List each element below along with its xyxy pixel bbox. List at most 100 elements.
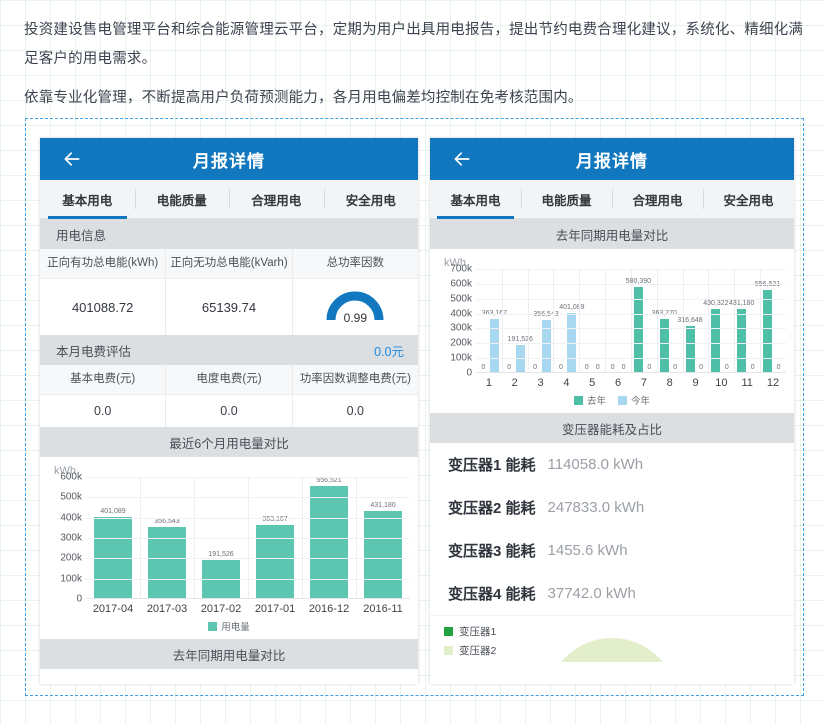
arrow-left-icon[interactable] — [62, 149, 82, 169]
bar[interactable]: 580,390 — [626, 278, 651, 373]
left-page-title: 月报详情 — [193, 151, 265, 171]
bar-group: 430,322 0 — [703, 269, 734, 373]
value-basic-fee: 0.0 — [93, 403, 112, 418]
value-energy-fee: 0.0 — [165, 395, 291, 427]
transformer-row[interactable]: 变压器2 能耗 247833.0 kWh — [430, 486, 794, 529]
bar-value-label: 191,526 — [507, 335, 533, 343]
tab-basic-usage[interactable]: 基本用电 — [430, 180, 521, 219]
x-tick-label: 10 — [715, 377, 728, 389]
transformer-value: 247833.0 kWh — [547, 499, 645, 516]
grid-line — [476, 283, 786, 285]
transformer-section-header: 变压器能耗及占比 — [430, 413, 794, 443]
bar-group: 580,390 0 — [626, 269, 657, 373]
value-active-energy: 401088.72 — [71, 299, 134, 315]
transformer-value: 114058.0 kWh — [547, 456, 644, 473]
col-pf-adjust-fee: 功率因数调整电费(元) — [291, 365, 418, 394]
tab-safe-usage[interactable]: 安全用电 — [703, 180, 794, 218]
y-tick-label: 500k — [450, 293, 472, 305]
bar[interactable]: 363,167 — [256, 516, 294, 599]
legend-label: 用电量 — [221, 622, 250, 633]
bar-value-label: 363,167 — [482, 310, 507, 317]
left-chart-unit-label: kWh — [54, 465, 76, 477]
transformer-row[interactable]: 变压器4 能耗 37742.0 kWh — [430, 572, 794, 615]
legend-swatch-icon — [618, 395, 627, 405]
tab-rational-usage[interactable]: 合理用电 — [612, 180, 703, 218]
right-phone-mockup: 月报详情 基本用电 电能质量 合理用电 安全用电 去年同期用电量对比 kWh 0… — [430, 138, 794, 684]
bar[interactable]: 401,089 — [559, 304, 585, 373]
bar-group: 363,167 — [248, 477, 302, 599]
tab-label: 基本用电 — [450, 193, 501, 208]
x-tick-label: 2016-12 — [308, 603, 350, 615]
legend-label: 今年 — [631, 396, 651, 407]
bar-group: 556,521 — [302, 477, 356, 599]
pie-legend-item[interactable]: 变压器1 — [444, 624, 496, 639]
gauge-value: 0.99 — [343, 311, 367, 325]
grid-line — [86, 578, 410, 580]
bar-value-label: 0 — [776, 364, 781, 371]
bar-value-label: 0 — [558, 364, 563, 371]
bar[interactable]: 401,089 — [94, 508, 132, 599]
transformer-name: 变压器4 能耗 — [448, 586, 536, 603]
group-separator — [553, 269, 555, 373]
intro-text-block: 投资建设售电管理平台和综合能源管理云平台，定期为用户出具用电报告，提出节约电费合… — [24, 16, 804, 113]
legend-swatch-icon — [208, 621, 218, 631]
tab-power-quality[interactable]: 电能质量 — [521, 180, 612, 218]
gauge-arc-icon — [324, 288, 386, 322]
left-chart-x-axis: 2017-04 2017-03 2017-02 2017-01 2016-12 2016-… — [86, 599, 410, 615]
bar-value-label: 191,526 — [208, 551, 234, 559]
bar[interactable]: 431,180 — [364, 502, 402, 599]
tab-basic-usage[interactable]: 基本用电 — [40, 180, 135, 219]
bar-value-label: 0 — [610, 364, 615, 371]
y-tick-label: 600k — [450, 278, 472, 290]
y-tick-label: 300k — [60, 532, 82, 544]
bar[interactable]: 556,521 — [755, 281, 780, 373]
bar-value-label: 556,521 — [316, 476, 342, 484]
tab-safe-usage[interactable]: 安全用电 — [323, 180, 419, 218]
legend-item[interactable]: 用电量 — [208, 619, 250, 633]
legend-item[interactable]: 去年 — [573, 393, 606, 407]
transformer-row[interactable]: 变压器1 能耗 114058.0 kWh — [430, 443, 794, 486]
transformer-row[interactable]: 变压器3 能耗 1455.6 kWh — [430, 529, 794, 572]
left-chart-header: 最近6个月用电量对比 — [40, 427, 418, 457]
intro-paragraph-2: 依靠专业化管理，不断提高用户负荷预测能力，各月用电偏差均控制在免考核范围内。 — [24, 90, 583, 106]
bar[interactable]: 363,270 — [652, 310, 677, 373]
bar-value-label: 0 — [481, 364, 486, 371]
y-tick-label: 300k — [450, 322, 472, 334]
grid-line — [476, 269, 786, 270]
grid-line — [476, 358, 786, 360]
group-separator — [682, 269, 684, 373]
arrow-left-icon[interactable] — [452, 149, 472, 169]
tab-rational-usage[interactable]: 合理用电 — [229, 180, 324, 218]
legend-item[interactable]: 今年 — [618, 393, 650, 407]
bar[interactable]: 431,180 — [729, 300, 754, 373]
pie-legend-label: 变压器2 — [459, 645, 497, 657]
right-chart-header: 去年同期用电量对比 — [430, 219, 794, 249]
transformer-name: 变压器3 能耗 — [448, 543, 536, 560]
bar[interactable]: 556,521 — [310, 477, 348, 599]
x-tick-label: 6 — [614, 377, 622, 389]
bar-group: 0 401,089 — [553, 269, 585, 373]
x-tick-label: 7 — [640, 377, 647, 389]
bar-value-label: 580,390 — [625, 277, 652, 285]
bar[interactable]: 363,167 — [482, 310, 507, 373]
fee-assessment-label: 本月电费评估 — [56, 344, 132, 359]
bar-group: 401,089 — [86, 477, 140, 599]
right-page-title: 月报详情 — [576, 151, 648, 171]
tab-power-quality[interactable]: 电能质量 — [134, 180, 230, 218]
transformer-name: 变压器2 能耗 — [448, 500, 536, 517]
left-phone-mockup: 月报详情 基本用电 电能质量 合理用电 安全用电 用电信息 正向有功总电能(kW… — [40, 138, 418, 684]
x-tick-label: 2 — [511, 377, 518, 389]
x-tick-label: 2017-02 — [200, 603, 242, 615]
left-topbar: 月报详情 — [40, 138, 418, 180]
group-separator — [630, 269, 632, 373]
left-chart-container: kWh 0 100k 200k 300k 400k 500k 600k 401,089 356… — [40, 457, 418, 639]
screenshot-frame — [25, 118, 804, 696]
bar[interactable]: 430,322 — [703, 300, 729, 373]
y-tick-label: 200k — [60, 552, 82, 564]
bar[interactable]: 316,648 — [677, 317, 703, 373]
pie-shape — [546, 638, 678, 662]
x-tick-label: 4 — [563, 377, 570, 389]
grid-line — [86, 558, 410, 560]
pie-legend-item[interactable]: 变压器2 — [444, 643, 496, 658]
